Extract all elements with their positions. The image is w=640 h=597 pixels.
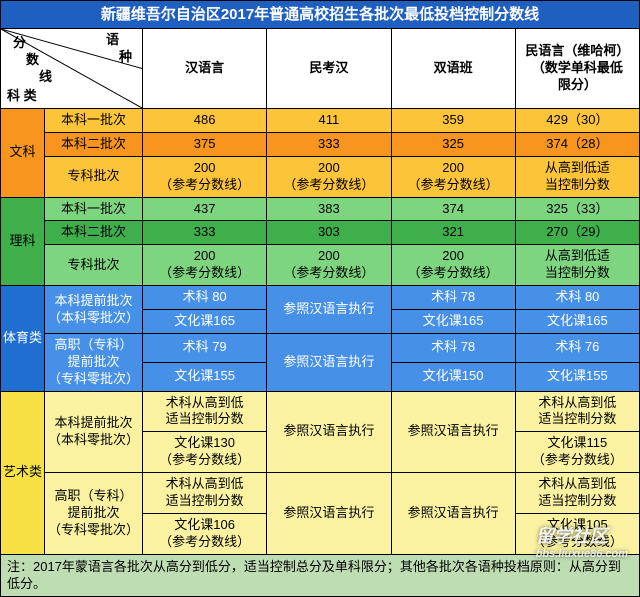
cell: 参照汉语言执行 (267, 473, 391, 555)
category-wenke: 文科 (1, 109, 45, 198)
batch-label: 专科批次 (45, 245, 143, 286)
category-like: 理科 (1, 197, 45, 286)
table-row: 体育类 本科提前批次（本科零批次） 术科 80 参照汉语言执行 术科 78 术科… (1, 286, 640, 310)
cell: 200（参考分数线） (143, 156, 267, 197)
batch-label: 专科批次 (45, 156, 143, 197)
batch-label: 高职（专科）提前批次（专科零批次） (45, 333, 143, 391)
table-row: 专科批次 200（参考分数线） 200（参考分数线） 200（参考分数线） 从高… (1, 245, 640, 286)
cell: 术科从高到低适当控制分数 (515, 391, 639, 432)
table-row: 高职（专科）提前批次（专科零批次） 术科从高到低适当控制分数 参照汉语言执行 参… (1, 473, 640, 514)
cell: 参照汉语言执行 (391, 473, 515, 555)
cell: 333 (143, 221, 267, 245)
note-row: 注：2017年蒙语言各批次从高分到低分，适当控制总分及单科限分；其他各批次各语种… (1, 554, 640, 597)
cell: 术科 79 (143, 333, 267, 362)
table-row: 艺术类 本科提前批次（本科零批次） 术科从高到低适当控制分数 参照汉语言执行 参… (1, 391, 640, 432)
cell: 术科 76 (515, 333, 639, 362)
cell: 术科从高到低适当控制分数 (143, 391, 267, 432)
cell: 文化课130（参考分数线） (143, 432, 267, 473)
cell: 374（28） (515, 132, 639, 156)
title-row: 新疆维吾尔自治区2017年普通高校招生各批次最低投档控制分数线 (1, 1, 640, 29)
cell: 374 (391, 197, 515, 221)
cell: 303 (267, 221, 391, 245)
table-row: 文科 本科一批次 486 411 359 429（30） (1, 109, 640, 133)
cell: 术科从高到低适当控制分数 (143, 473, 267, 514)
cell: 200（参考分数线） (143, 245, 267, 286)
cell: 429（30） (515, 109, 639, 133)
cell: 文化课115（参考分数线） (515, 432, 639, 473)
cell: 333 (267, 132, 391, 156)
cell: 200（参考分数线） (267, 156, 391, 197)
cell: 参照汉语言执行 (267, 391, 391, 473)
cell: 参照汉语言执行 (267, 333, 391, 391)
cell: 200（参考分数线） (391, 156, 515, 197)
batch-label: 本科一批次 (45, 197, 143, 221)
batch-label: 高职（专科）提前批次（专科零批次） (45, 473, 143, 555)
cell: 270（29） (515, 221, 639, 245)
col-header-1: 民考汉 (267, 29, 391, 109)
table-row: 专科批次 200（参考分数线） 200（参考分数线） 200（参考分数线） 从高… (1, 156, 640, 197)
cell: 321 (391, 221, 515, 245)
cell: 486 (143, 109, 267, 133)
cell: 文化课155 (143, 362, 267, 391)
batch-label: 本科提前批次（本科零批次） (45, 391, 143, 473)
table-row: 本科二批次 375 333 325 374（28） (1, 132, 640, 156)
cell: 从高到低适当控制分数 (515, 245, 639, 286)
watermark: 留学社区 bbs.liuxue86.com (536, 522, 628, 560)
cell: 383 (267, 197, 391, 221)
col-header-0: 汉语言 (143, 29, 267, 109)
batch-label: 本科二批次 (45, 221, 143, 245)
watermark-sub: bbs.liuxue86.com (536, 548, 628, 560)
diagonal-header: 语 种 分 数 线 科 类 (1, 29, 143, 109)
cell: 文化课165 (143, 310, 267, 334)
diag-mid: 分 数 线 (13, 35, 52, 86)
batch-label: 本科二批次 (45, 132, 143, 156)
table-row: 理科 本科一批次 437 383 374 325（33） (1, 197, 640, 221)
batch-label: 本科一批次 (45, 109, 143, 133)
cell: 术科从高到低适当控制分数 (515, 473, 639, 514)
cell: 从高到低适当控制分数 (515, 156, 639, 197)
cell: 200（参考分数线） (391, 245, 515, 286)
cell: 文化课150 (391, 362, 515, 391)
cell: 术科 78 (391, 286, 515, 310)
score-table-container: 新疆维吾尔自治区2017年普通高校招生各批次最低投档控制分数线 语 种 分 数 … (0, 0, 640, 597)
cell: 术科 80 (143, 286, 267, 310)
category-tiyu: 体育类 (1, 286, 45, 391)
cell: 参照汉语言执行 (391, 391, 515, 473)
cell: 文化课165 (515, 310, 639, 334)
cell: 325 (391, 132, 515, 156)
col-header-3: 民语言（维哈柯）（数学单科最低限分） (515, 29, 639, 109)
cell: 375 (143, 132, 267, 156)
cell: 文化课165 (391, 310, 515, 334)
batch-label: 本科提前批次（本科零批次） (45, 286, 143, 334)
diag-bot: 科 类 (7, 88, 37, 105)
diag-top: 语 种 (106, 32, 132, 66)
cell: 411 (267, 109, 391, 133)
header-row: 语 种 分 数 线 科 类 汉语言 民考汉 双语班 民语言（维哈柯）（数学单科最… (1, 29, 640, 109)
note-text: 注：2017年蒙语言各批次从高分到低分，适当控制总分及单科限分；其他各批次各语种… (1, 554, 640, 597)
cell: 437 (143, 197, 267, 221)
watermark-main: 留学社区 (536, 522, 628, 548)
score-table: 新疆维吾尔自治区2017年普通高校招生各批次最低投档控制分数线 语 种 分 数 … (0, 0, 640, 597)
cell: 200（参考分数线） (267, 245, 391, 286)
col-header-2: 双语班 (391, 29, 515, 109)
cell: 359 (391, 109, 515, 133)
category-yishu: 艺术类 (1, 391, 45, 554)
cell: 术科 80 (515, 286, 639, 310)
cell: 文化课106（参考分数线） (143, 513, 267, 554)
table-row: 高职（专科）提前批次（专科零批次） 术科 79 参照汉语言执行 术科 78 术科… (1, 333, 640, 362)
table-row: 本科二批次 333 303 321 270（29） (1, 221, 640, 245)
table-title: 新疆维吾尔自治区2017年普通高校招生各批次最低投档控制分数线 (1, 1, 640, 29)
cell: 文化课155 (515, 362, 639, 391)
cell: 参照汉语言执行 (267, 286, 391, 334)
cell: 术科 78 (391, 333, 515, 362)
cell: 325（33） (515, 197, 639, 221)
